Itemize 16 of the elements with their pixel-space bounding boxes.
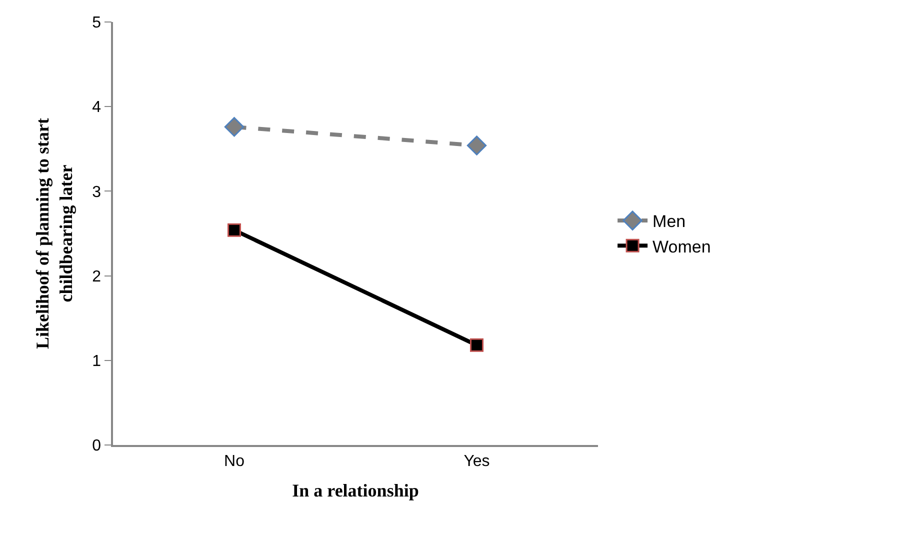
x-tick-label: No: [224, 452, 245, 470]
y-tick-label: 1: [92, 353, 102, 370]
legend-label: Men: [652, 212, 686, 232]
point: [470, 338, 484, 352]
legend-label: Women: [652, 237, 711, 256]
y-tick-label: 2: [92, 268, 102, 286]
point: [466, 136, 487, 156]
y-axis-title: Likelihoof of planning to start childbearing later: [32, 118, 76, 350]
y-tick-label: 0: [92, 438, 102, 455]
x-axis-title: In a relationship: [292, 480, 419, 501]
y-tick-label: 4: [92, 99, 102, 116]
y-tick-label: 3: [92, 184, 102, 201]
x-tick-label: Yes: [464, 452, 490, 470]
point: [228, 223, 241, 237]
point: [224, 117, 244, 137]
y-tick-label: 5: [92, 14, 102, 32]
